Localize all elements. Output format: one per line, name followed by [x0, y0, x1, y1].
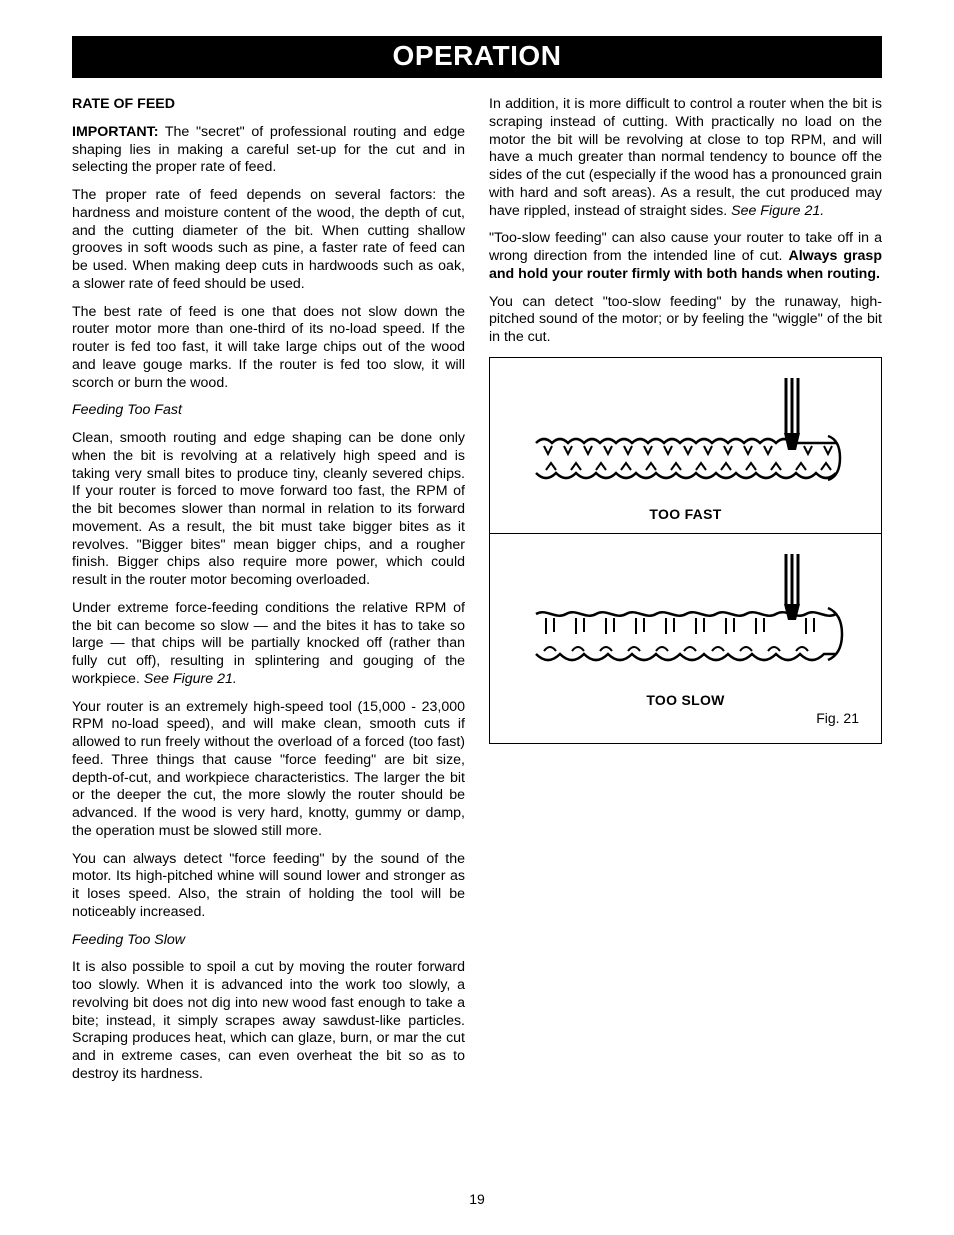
paragraph-text: In addition, it is more difficult to con…: [489, 96, 882, 219]
paragraph-text: Under extreme force-feeding conditions t…: [72, 600, 465, 687]
paragraph: Your router is an extremely high-speed t…: [72, 699, 465, 841]
paragraph: Under extreme force-feeding conditions t…: [72, 600, 465, 689]
two-column-layout: RATE OF FEED IMPORTANT: The "secret" of …: [72, 96, 882, 1094]
section-banner: OPERATION: [72, 36, 882, 78]
right-column: In addition, it is more difficult to con…: [489, 96, 882, 1094]
rate-of-feed-heading: RATE OF FEED: [72, 96, 465, 114]
feeding-too-fast-subhead: Feeding Too Fast: [72, 402, 465, 420]
figure-reference: See Figure 21.: [731, 203, 824, 219]
paragraph: The best rate of feed is one that does n…: [72, 304, 465, 393]
page-number: 19: [0, 1191, 954, 1207]
paragraph: In addition, it is more difficult to con…: [489, 96, 882, 220]
paragraph: "Too-slow feeding" can also cause your r…: [489, 230, 882, 283]
paragraph: Clean, smooth routing and edge shaping c…: [72, 430, 465, 590]
paragraph: The proper rate of feed depends on sever…: [72, 187, 465, 294]
too-fast-label: TOO FAST: [502, 506, 869, 524]
figure-caption: Fig. 21: [502, 710, 869, 734]
figure-panel-too-slow: TOO SLOW Fig. 21: [490, 533, 881, 743]
too-fast-illustration-icon: [516, 378, 856, 498]
figure-reference: See Figure 21.: [144, 671, 237, 687]
paragraph: IMPORTANT: The "secret" of professional …: [72, 124, 465, 177]
paragraph: You can detect "too-slow feeding" by the…: [489, 294, 882, 347]
important-lead: IMPORTANT:: [72, 124, 158, 140]
figure-panel-too-fast: TOO FAST: [490, 358, 881, 534]
too-slow-label: TOO SLOW: [502, 692, 869, 710]
paragraph: It is also possible to spoil a cut by mo…: [72, 959, 465, 1083]
too-slow-illustration-icon: [516, 554, 856, 684]
feeding-too-slow-subhead: Feeding Too Slow: [72, 932, 465, 950]
figure-21: TOO FAST: [489, 357, 882, 745]
paragraph: You can always detect "force feeding" by…: [72, 851, 465, 922]
left-column: RATE OF FEED IMPORTANT: The "secret" of …: [72, 96, 465, 1094]
